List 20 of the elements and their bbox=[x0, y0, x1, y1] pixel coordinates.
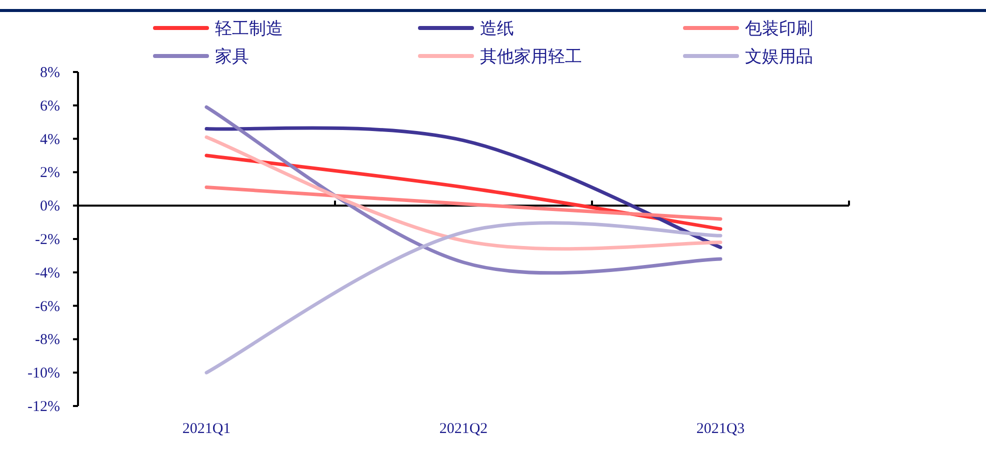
legend-label: 家具 bbox=[215, 47, 249, 67]
x-tick-label: 2021Q2 bbox=[439, 421, 488, 437]
y-tick-label: 4% bbox=[40, 132, 60, 148]
y-tick-label: -4% bbox=[35, 265, 60, 282]
y-tick-label: -6% bbox=[35, 298, 60, 315]
legend-label: 包装印刷 bbox=[745, 19, 813, 39]
y-tick-label: -10% bbox=[28, 366, 60, 382]
y-tick-label: 8% bbox=[40, 65, 60, 81]
y-tick-label: 2% bbox=[40, 165, 60, 182]
y-tick-label: -12% bbox=[28, 399, 60, 415]
legend-label: 轻工制造 bbox=[215, 19, 283, 39]
y-tick-label: 0% bbox=[40, 198, 60, 215]
legend-label: 造纸 bbox=[480, 19, 514, 39]
legend-label: 其他家用轻工 bbox=[480, 47, 582, 67]
y-tick-label: -8% bbox=[35, 332, 60, 348]
y-tick-label: -2% bbox=[35, 232, 60, 248]
y-tick-label: 6% bbox=[40, 98, 60, 114]
x-tick-label: 2021Q3 bbox=[696, 421, 745, 437]
x-tick-label: 2021Q1 bbox=[182, 421, 231, 437]
legend-label: 文娱用品 bbox=[745, 47, 813, 67]
